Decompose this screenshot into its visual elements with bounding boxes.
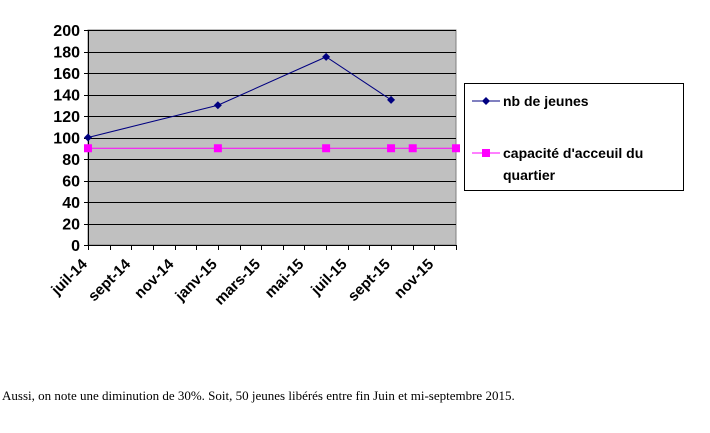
- chart-legend: nb de jeunes capacité d'acceuil du quart…: [464, 83, 684, 191]
- series-point-square: [408, 144, 417, 153]
- chart-svg: 020406080100120140160180200juil-14sept-1…: [47, 23, 460, 309]
- y-tick-label: 60: [62, 174, 80, 191]
- y-tick-label: 200: [53, 23, 80, 40]
- series-point-diamond: [322, 52, 331, 61]
- series-point-diamond: [84, 133, 92, 142]
- y-tick-label: 80: [62, 152, 80, 169]
- y-tick-label: 40: [62, 195, 80, 212]
- series-line-0: [87, 56, 392, 138]
- y-tick-label: 120: [53, 109, 80, 126]
- x-tick-label: nov-14: [131, 255, 178, 302]
- x-tick-label: mai-15: [262, 256, 308, 302]
- legend-square-marker-icon: [472, 149, 500, 157]
- x-tick-label: mars-15: [211, 256, 264, 309]
- x-tick-label: nov-15: [391, 256, 437, 302]
- line-chart: 0 20 40 60 80 100 120 140 160 180 200 juil-14 sept-1…: [47, 23, 684, 309]
- legend-label-nb-de-jeunes: nb de jeunes: [503, 93, 589, 109]
- x-tick-label: sept-15: [345, 256, 394, 305]
- legend-label-capacite: capacité d'acceuil du quartier: [503, 145, 644, 183]
- series-point-square: [213, 144, 222, 153]
- y-tick-label: 180: [53, 45, 80, 62]
- y-tick-label: 0: [71, 238, 80, 255]
- series-point-square: [84, 144, 92, 153]
- series-point-diamond: [213, 101, 222, 110]
- y-tick-label: 100: [53, 131, 80, 148]
- legend-diamond-marker-icon: [472, 97, 500, 105]
- x-tick-label: sept-14: [85, 255, 135, 305]
- y-tick-label: 140: [53, 88, 80, 105]
- series-point-square: [322, 144, 331, 153]
- y-tick-label: 20: [62, 217, 80, 234]
- series-point-square: [452, 144, 460, 153]
- y-tick-label: 160: [53, 66, 80, 83]
- plot-area: [87, 29, 457, 246]
- series-point-diamond: [387, 95, 396, 104]
- caption-text: Aussi, on note une diminution de 30%. So…: [2, 388, 515, 403]
- series-point-square: [387, 144, 396, 153]
